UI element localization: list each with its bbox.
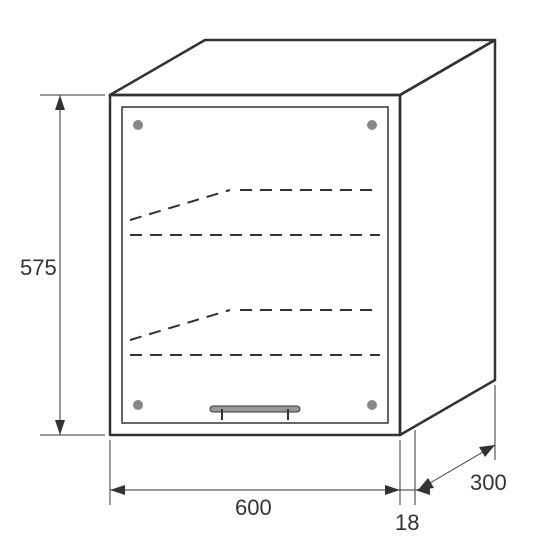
hinge-top-right xyxy=(367,120,377,130)
dim-height-label: 575 xyxy=(20,255,57,280)
dim-height: 575 xyxy=(20,95,105,435)
hinge-bottom-right xyxy=(367,400,377,410)
cabinet-door xyxy=(122,107,388,423)
door-handle xyxy=(210,406,300,420)
cabinet-side xyxy=(400,40,495,435)
dim-width: 600 xyxy=(110,440,400,520)
cabinet-drawing: 575 600 18 300 xyxy=(0,0,550,550)
shelf-lower xyxy=(130,310,380,355)
dim-depth: 300 xyxy=(418,385,507,495)
dim-frame-label: 18 xyxy=(395,510,419,535)
hinge-bottom-left xyxy=(133,400,143,410)
hinge-top-left xyxy=(133,120,143,130)
shelf-upper xyxy=(130,190,380,235)
dim-depth-label: 300 xyxy=(470,470,507,495)
cabinet-front-frame xyxy=(110,95,400,435)
cabinet-top xyxy=(110,40,495,95)
dim-width-label: 600 xyxy=(235,495,272,520)
